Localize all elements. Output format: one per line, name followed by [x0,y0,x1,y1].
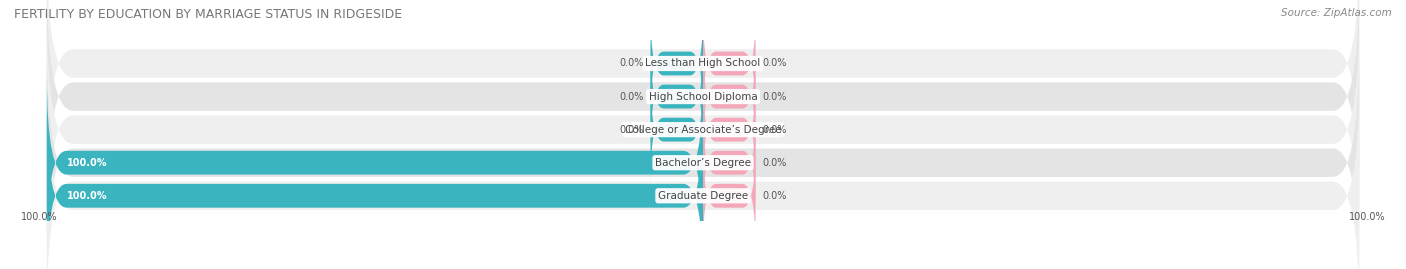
Text: 100.0%: 100.0% [66,158,107,168]
FancyBboxPatch shape [46,75,703,250]
Text: 0.0%: 0.0% [620,91,644,102]
Text: 0.0%: 0.0% [762,158,786,168]
Text: 100.0%: 100.0% [1348,212,1385,222]
Text: College or Associate’s Degree: College or Associate’s Degree [624,125,782,135]
FancyBboxPatch shape [651,42,703,151]
Text: 0.0%: 0.0% [620,125,644,135]
Text: 0.0%: 0.0% [762,125,786,135]
Text: 100.0%: 100.0% [21,212,58,222]
Text: Less than High School: Less than High School [645,58,761,69]
Text: Graduate Degree: Graduate Degree [658,191,748,201]
FancyBboxPatch shape [703,141,755,250]
FancyBboxPatch shape [651,75,703,184]
Text: High School Diploma: High School Diploma [648,91,758,102]
Text: 100.0%: 100.0% [66,191,107,201]
Text: 0.0%: 0.0% [762,58,786,69]
FancyBboxPatch shape [651,9,703,118]
FancyBboxPatch shape [703,9,755,118]
FancyBboxPatch shape [46,0,1360,182]
FancyBboxPatch shape [703,75,755,184]
FancyBboxPatch shape [46,45,1360,269]
FancyBboxPatch shape [703,108,755,217]
Text: Bachelor’s Degree: Bachelor’s Degree [655,158,751,168]
FancyBboxPatch shape [46,78,1360,269]
FancyBboxPatch shape [46,12,1360,248]
Text: 0.0%: 0.0% [762,91,786,102]
FancyBboxPatch shape [46,108,703,269]
Text: 0.0%: 0.0% [620,58,644,69]
Text: FERTILITY BY EDUCATION BY MARRIAGE STATUS IN RIDGESIDE: FERTILITY BY EDUCATION BY MARRIAGE STATU… [14,8,402,21]
FancyBboxPatch shape [46,0,1360,215]
Text: Source: ZipAtlas.com: Source: ZipAtlas.com [1281,8,1392,18]
Text: 0.0%: 0.0% [762,191,786,201]
FancyBboxPatch shape [703,42,755,151]
